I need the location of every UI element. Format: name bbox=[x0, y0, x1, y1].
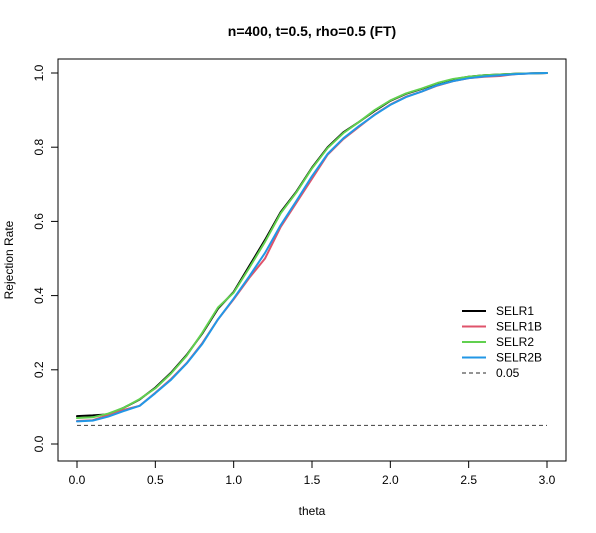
x-axis: 0.0 0.5 1.0 1.5 2.0 2.5 3.0 bbox=[69, 460, 556, 487]
y-tick-label: 0.4 bbox=[32, 287, 46, 304]
x-tick-label: 2.0 bbox=[382, 473, 399, 487]
x-axis-label: theta bbox=[299, 504, 326, 518]
plot-frame bbox=[57, 58, 567, 462]
x-tick-label: 0.0 bbox=[69, 473, 86, 487]
chart-title: n=400, t=0.5, rho=0.5 (FT) bbox=[228, 23, 396, 39]
x-tick-label: 1.5 bbox=[304, 473, 321, 487]
legend-label: SELR1B bbox=[496, 320, 542, 334]
x-tick-label: 1.0 bbox=[225, 473, 242, 487]
series-line-selr1b bbox=[76, 72, 548, 422]
legend-label: SELR2 bbox=[496, 335, 534, 349]
y-tick-label: 0.2 bbox=[32, 361, 46, 378]
series-line-selr1 bbox=[76, 72, 548, 418]
series-line-selr2 bbox=[76, 72, 548, 420]
y-axis: 0.0 0.2 0.4 0.6 0.8 1.0 bbox=[32, 64, 59, 452]
y-axis-label: Rejection Rate bbox=[2, 220, 16, 299]
x-tick-label: 0.5 bbox=[147, 473, 164, 487]
series-lines bbox=[76, 72, 548, 423]
legend-label: 0.05 bbox=[496, 366, 520, 380]
series-line-selr2b bbox=[76, 72, 548, 423]
x-tick-label: 3.0 bbox=[539, 473, 556, 487]
y-tick-label: 0.0 bbox=[32, 435, 46, 452]
y-tick-label: 0.8 bbox=[32, 139, 46, 156]
legend-label: SELR1 bbox=[496, 304, 534, 318]
y-tick-label: 0.6 bbox=[32, 213, 46, 230]
legend-label: SELR2B bbox=[496, 351, 542, 365]
x-tick-label: 2.5 bbox=[460, 473, 477, 487]
y-tick-label: 1.0 bbox=[32, 64, 46, 81]
